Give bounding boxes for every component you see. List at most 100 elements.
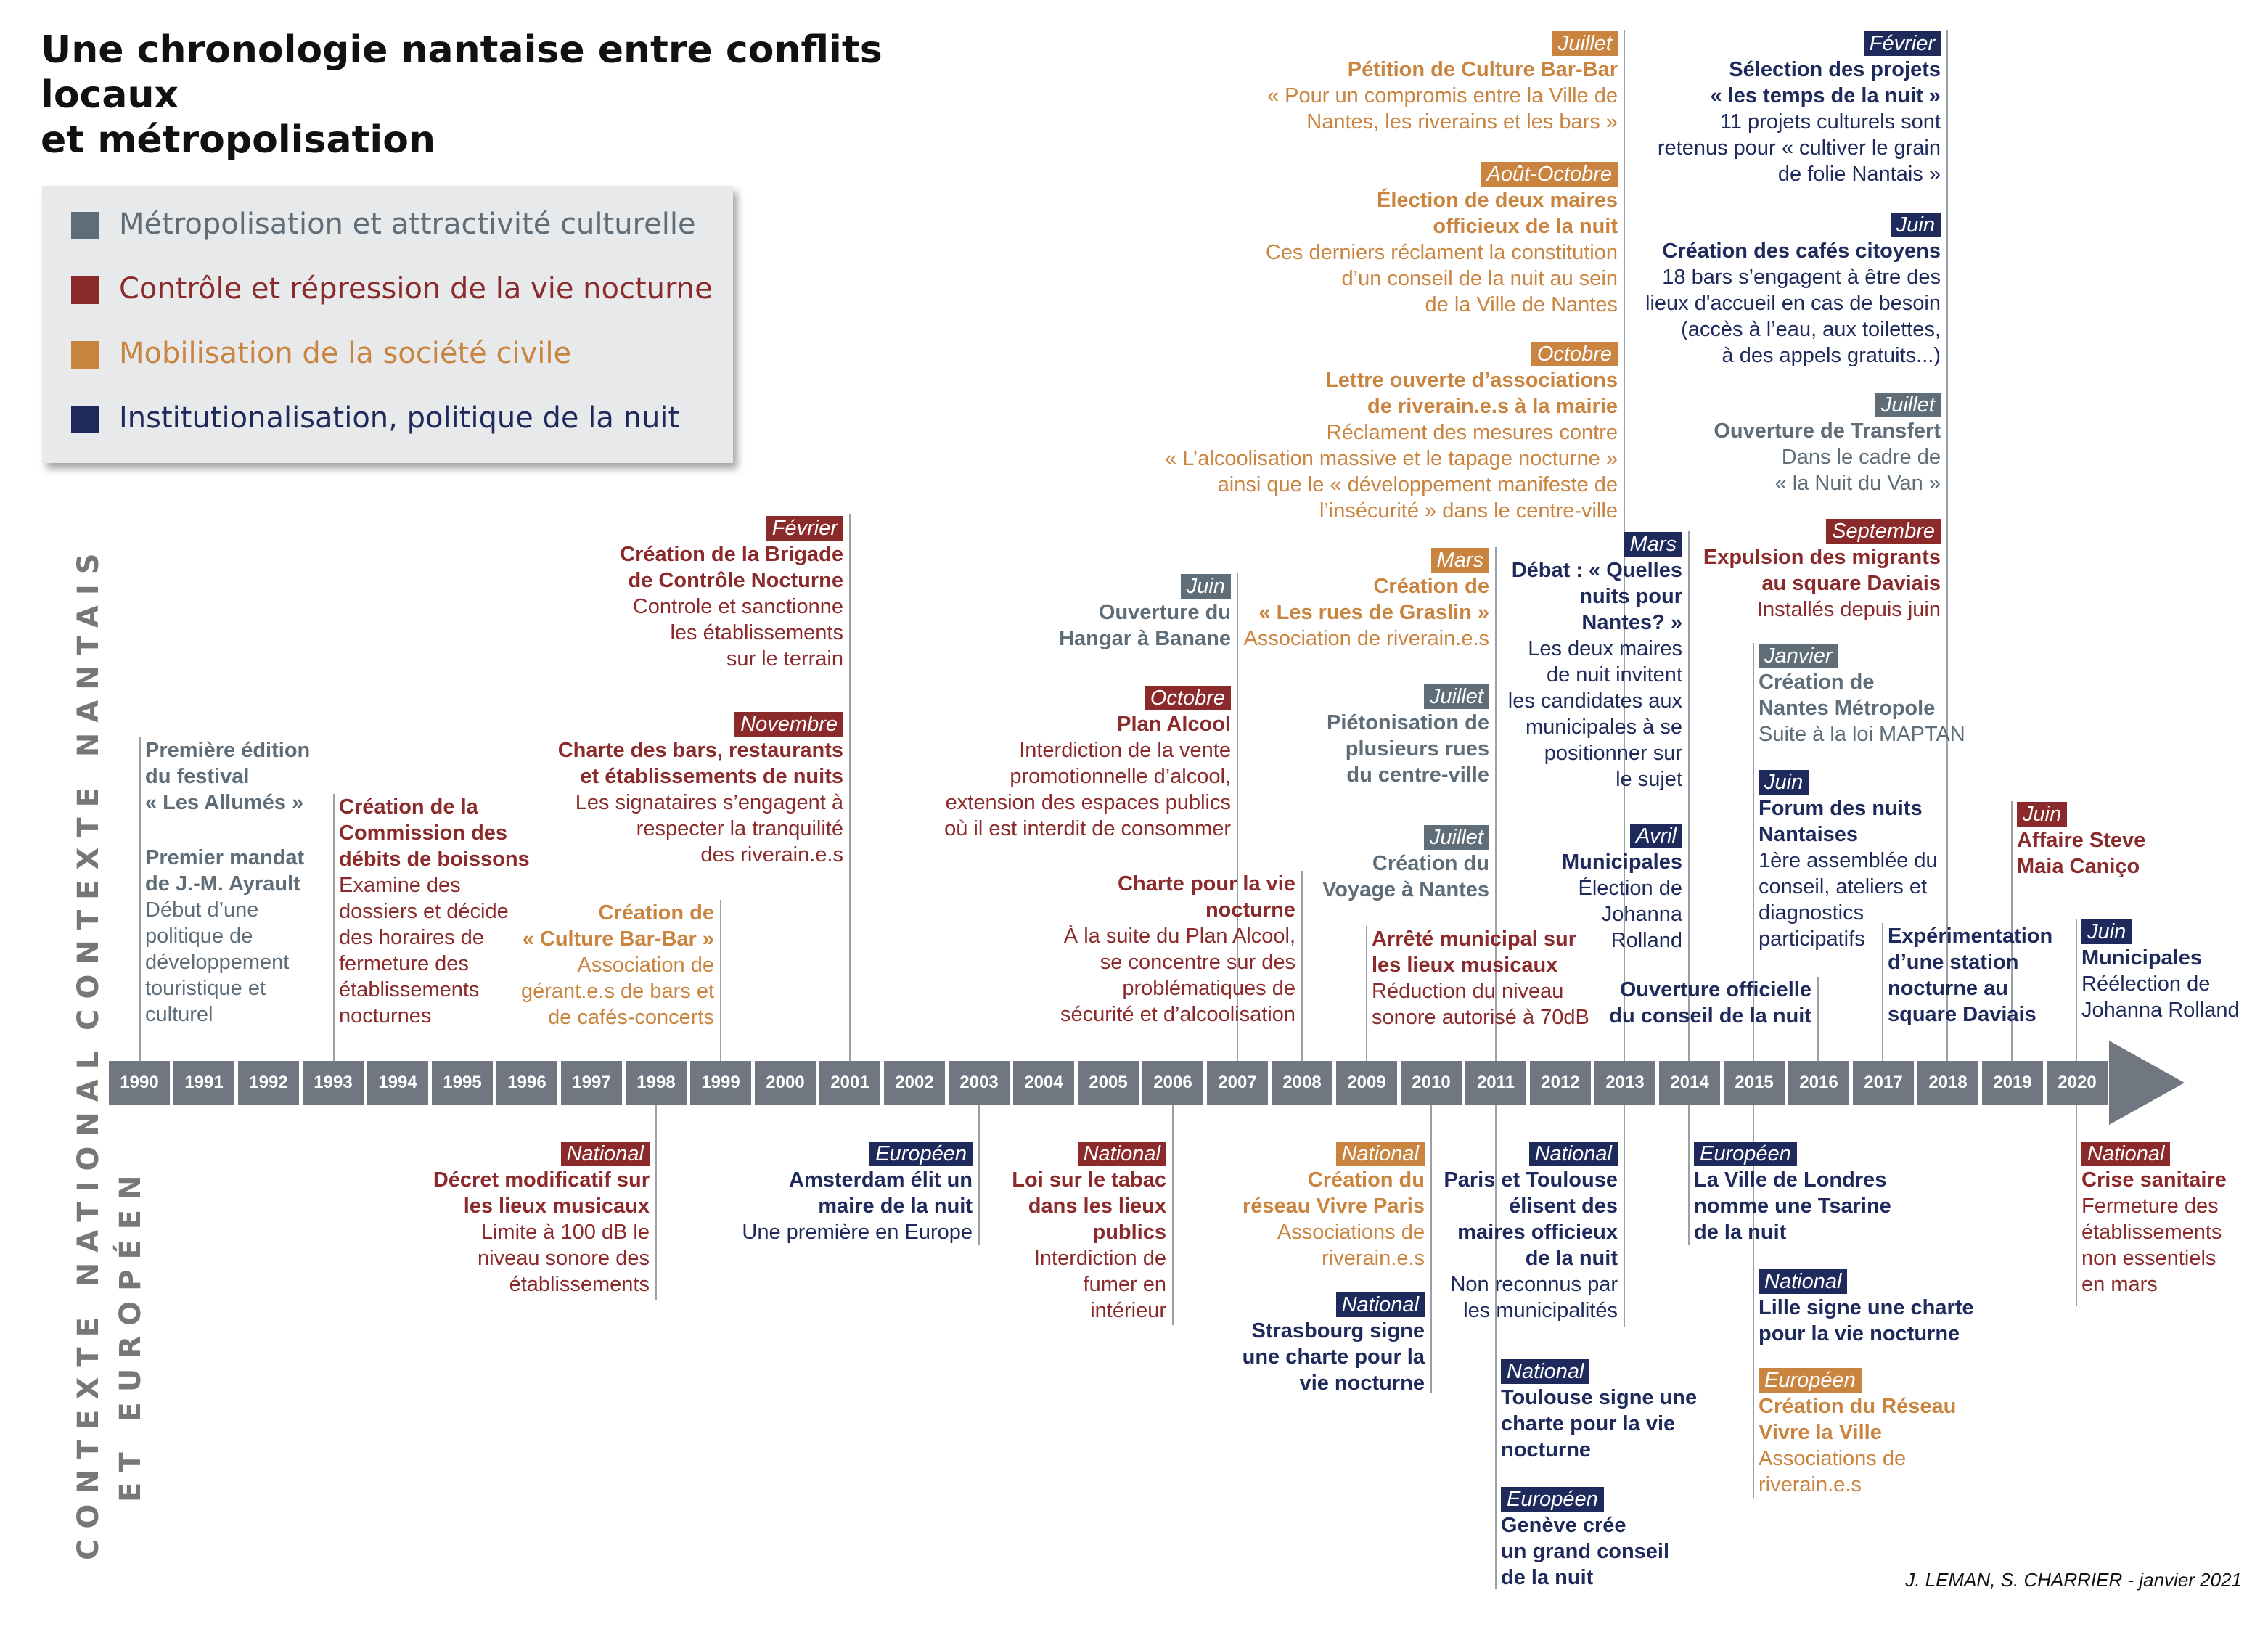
event-period-tag: National: [1077, 1142, 1166, 1166]
event-description: Associations de riverain.e.s: [1759, 1447, 1907, 1496]
year-label-2014: 2014: [1659, 1061, 1720, 1105]
event-description: Réélection de Johanna Rolland: [2081, 972, 2240, 1022]
connector-line: [1237, 573, 1238, 1061]
timeline-event: Février Création de la Brigade de Contrôl…: [539, 515, 843, 672]
timeline-event: Européen Genève crée un grand conseil de …: [1501, 1486, 1711, 1591]
year-label-2013: 2013: [1594, 1061, 1655, 1105]
event-title: Affaire Steve Maia Caniço: [2017, 829, 2146, 878]
event-description: À la suite du Plan Alcool, se concentre …: [1060, 925, 1295, 1026]
event-title: Piétonisation de plusieurs rues du centr…: [1327, 711, 1489, 787]
year-label-2020: 2020: [2047, 1061, 2108, 1105]
event-description: Réclament des mesures contre « L’alcooli…: [1165, 421, 1618, 522]
legend-swatch: [71, 341, 99, 369]
year-label-2018: 2018: [1917, 1061, 1978, 1105]
year-label-2006: 2006: [1142, 1061, 1203, 1105]
legend: Métropolisation et attractivité culturel…: [42, 186, 733, 463]
event-period-tag: Européen: [1694, 1142, 1797, 1166]
connector-line: [333, 794, 335, 1061]
event-description: Limite à 100 dB le niveau sonore des éta…: [478, 1221, 650, 1296]
event-period-tag: Mars: [1624, 532, 1682, 557]
event-title: Lettre ouverte d’associations de riverai…: [1325, 369, 1618, 418]
event-description: Suite à la loi MAPTAN: [1759, 723, 1965, 746]
year-label-2008: 2008: [1272, 1061, 1332, 1105]
event-title: Débat : « Quelles nuits pour Nantes? »: [1511, 559, 1682, 634]
legend-label: Institutionalisation, politique de la nu…: [119, 401, 680, 435]
event-title: Charte pour la vie nocturne: [1118, 872, 1295, 922]
event-description: 18 bars s’engagent à être des lieux d'ac…: [1645, 266, 1941, 367]
event-period-tag: Juillet: [1552, 31, 1618, 56]
event-title: Expulsion des migrants au square Daviais: [1703, 546, 1941, 595]
connector-line: [1882, 923, 1883, 1061]
legend-swatch: [71, 276, 99, 304]
connector-line: [2011, 801, 2013, 1061]
event-title: Crise sanitaire: [2081, 1168, 2227, 1192]
timeline-event: Juin Municipales Réélection de Johanna Rol…: [2081, 919, 2263, 1023]
timeline-event: National Création du réseau Vivre Paris As…: [1207, 1141, 1425, 1271]
legend-swatch: [71, 212, 99, 239]
timeline-event: National Lille signe une charte pour la v…: [1759, 1269, 1976, 1347]
year-label-2000: 2000: [755, 1061, 816, 1105]
timeline-event: Juillet Création du Voyage à Nantes: [1301, 824, 1489, 903]
event-title: Création de Nantes Métropole: [1759, 671, 1936, 720]
event-period-tag: Juin: [1890, 213, 1941, 237]
timeline-event: Mars Création de « Les rues de Graslin » A…: [1228, 547, 1489, 652]
timeline-event: Européen Création du Réseau Vivre la Vill…: [1759, 1367, 1976, 1498]
event-title: Création de « Les rues de Graslin »: [1258, 575, 1489, 624]
event-period-tag: Août-Octobre: [1481, 162, 1618, 187]
main-title: Une chronologie nantaise entre conflits …: [41, 28, 883, 162]
event-description: Associations de riverain.e.s: [1277, 1221, 1425, 1270]
event-title: Toulouse signe une charte pour la vie no…: [1501, 1386, 1698, 1462]
connector-line: [1688, 531, 1690, 1061]
year-label-1992: 1992: [238, 1061, 299, 1105]
year-label-1999: 1999: [690, 1061, 751, 1105]
timeline-event: Arrêté municipal sur les lieux musicaux R…: [1372, 926, 1589, 1030]
connector-line: [2076, 1105, 2077, 1306]
timeline-arrow-head: [2109, 1041, 2185, 1125]
event-period-tag: Européen: [1759, 1368, 1862, 1393]
connector-line: [978, 1105, 980, 1245]
event-period-tag: National: [560, 1142, 650, 1166]
connector-line: [1366, 926, 1367, 1061]
year-label-2011: 2011: [1465, 1061, 1526, 1105]
event-description: Les signataires s’engagent à respecter l…: [575, 791, 843, 866]
year-label-1991: 1991: [173, 1061, 234, 1105]
credit: J. LEMAN, S. CHARRIER - janvier 2021: [1905, 1569, 2242, 1591]
event-period-tag: Février: [766, 516, 843, 541]
connector-line: [1301, 871, 1303, 1061]
event-title: Création de la Brigade de Contrôle Noctu…: [620, 543, 843, 592]
event-title: Forum des nuits Nantaises: [1759, 797, 1923, 846]
year-label-2019: 2019: [1982, 1061, 2043, 1105]
connector-line: [1495, 547, 1497, 1061]
event-title: Plan Alcool: [1117, 713, 1231, 736]
legend-label: Métropolisation et attractivité culturel…: [119, 208, 696, 241]
year-label-2016: 2016: [1788, 1061, 1849, 1105]
event-period-tag: Juillet: [1875, 393, 1941, 417]
event-period-tag: Juillet: [1423, 684, 1489, 709]
event-description: 1ère assemblée du conseil, ateliers et d…: [1759, 849, 1938, 951]
connector-line: [1753, 643, 1754, 1061]
event-title: Amsterdam élit un maire de la nuit: [789, 1168, 973, 1218]
timeline-event: Première édition du festival « Les Allum…: [145, 737, 334, 816]
year-label-2004: 2004: [1013, 1061, 1074, 1105]
timeline-event: Mars Débat : « Quelles nuits pour Nantes?…: [1494, 531, 1682, 792]
year-label-2009: 2009: [1336, 1061, 1397, 1105]
event-title: Ouverture officielle du conseil de la nu…: [1609, 978, 1811, 1028]
year-label-2007: 2007: [1207, 1061, 1268, 1105]
timeline-event: Juin Forum des nuits Nantaises 1ère assemb…: [1759, 769, 1954, 952]
event-title: Arrêté municipal sur les lieux musicaux: [1372, 927, 1577, 977]
connector-line: [1495, 1105, 1497, 1589]
connector-line: [655, 1105, 657, 1300]
event-title: Strasbourg signe une charte pour la vie …: [1242, 1319, 1425, 1395]
event-title: Création du Voyage à Nantes: [1322, 852, 1489, 901]
event-title: Création des cafés citoyens: [1662, 239, 1941, 263]
connector-line: [1817, 977, 1819, 1061]
event-title: Loi sur le tabac dans les lieux publics: [1012, 1168, 1166, 1244]
timeline-event: Expérimentation d’une station nocturne a…: [1888, 923, 2084, 1028]
timeline-event: Novembre Charte des bars, restaurants et …: [509, 711, 843, 868]
timeline-event: Février Sélection des projets « les temps…: [1636, 30, 1941, 187]
event-description: Une première en Europe: [742, 1221, 973, 1244]
event-period-tag: Janvier: [1759, 644, 1838, 668]
event-description: Installés depuis juin: [1756, 598, 1941, 621]
event-title: Ouverture de Transfert: [1714, 419, 1941, 443]
year-label-1997: 1997: [561, 1061, 622, 1105]
